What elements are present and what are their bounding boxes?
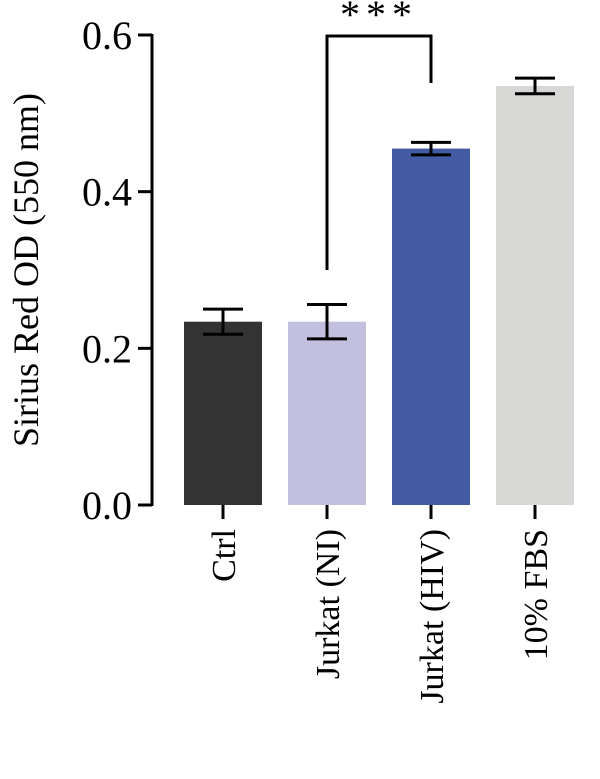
bars xyxy=(184,85,574,506)
x-tick-label: Jurkat (HIV) xyxy=(414,529,451,704)
y-tick-label: 0.0 xyxy=(82,483,132,528)
bar xyxy=(496,85,574,506)
x-tick-label: 10% FBS xyxy=(518,529,555,660)
significance-stars: *** xyxy=(340,0,418,37)
y-tick-label: 0.6 xyxy=(82,13,132,58)
y-axis-title: Sirius Red OD (550 nm) xyxy=(6,93,46,447)
y-tick-label: 0.2 xyxy=(82,326,132,371)
y-tick-label: 0.4 xyxy=(82,170,132,215)
axes xyxy=(138,33,537,519)
bar xyxy=(288,321,366,505)
significance-bracket xyxy=(325,34,433,270)
annotations: *** xyxy=(325,0,433,270)
x-tick-label: Jurkat (NI) xyxy=(310,529,347,679)
bar xyxy=(392,148,470,506)
error-bars xyxy=(203,76,555,341)
x-tick-label: Ctrl xyxy=(206,529,243,582)
labels: 0.0 0.2 0.4 0.6 Sirius Red OD (550 nm) Ctrl Ju… xyxy=(6,13,555,704)
bar xyxy=(184,321,262,505)
